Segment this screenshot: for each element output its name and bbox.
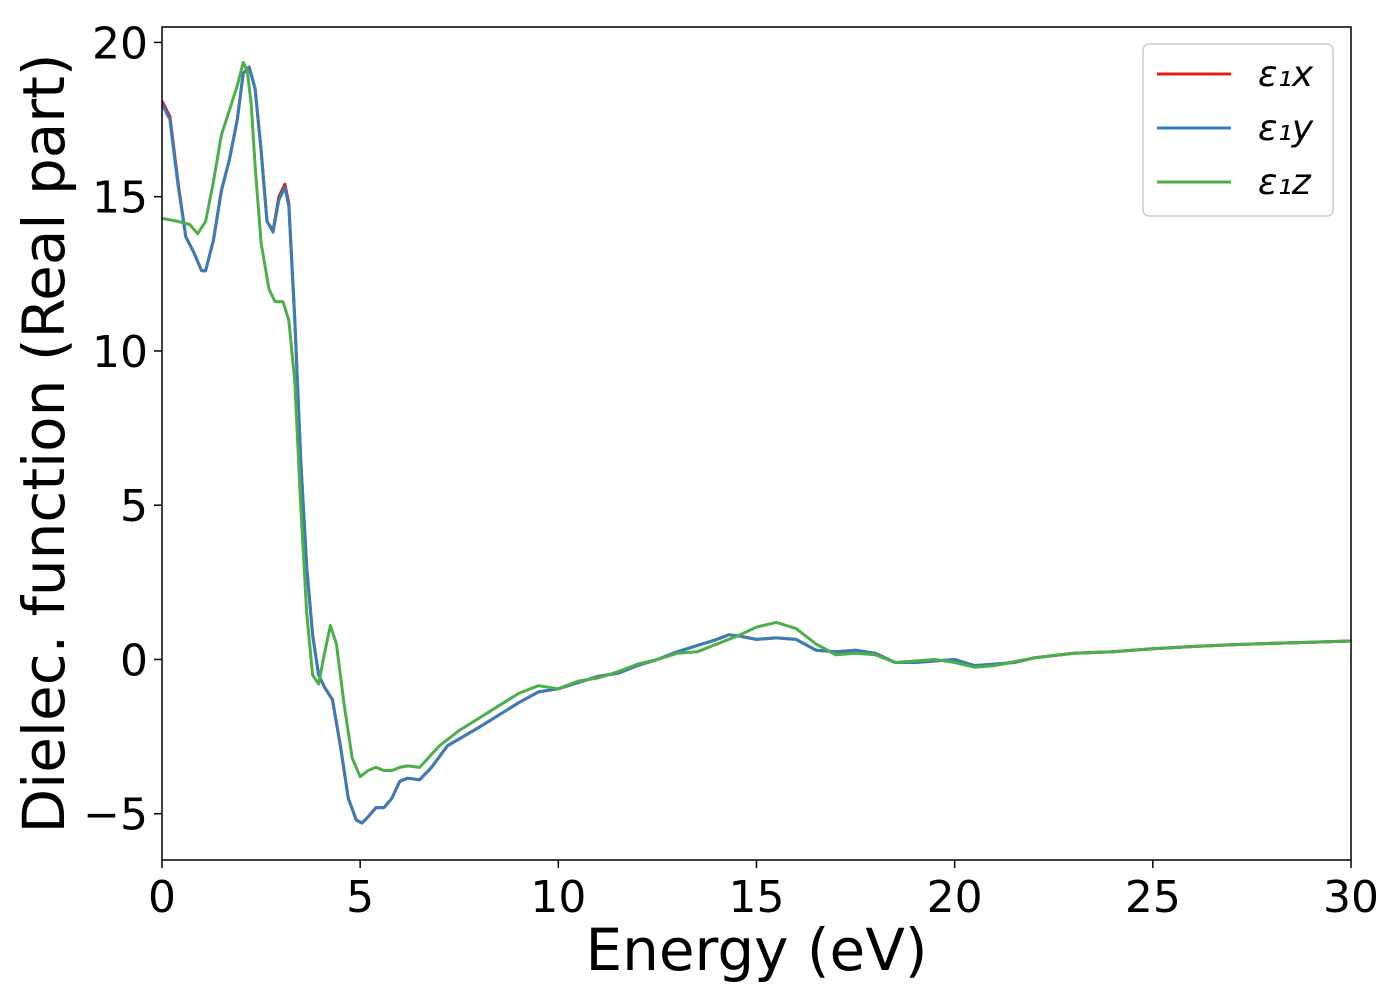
legend-label: ε₁y bbox=[1258, 108, 1314, 149]
x-tick-label: 25 bbox=[1125, 872, 1181, 923]
plot-lines bbox=[162, 61, 1351, 825]
y-tick-label: 15 bbox=[92, 173, 148, 224]
x-tick-label: 0 bbox=[148, 872, 176, 923]
x-tick-label: 20 bbox=[927, 872, 983, 923]
legend-label: ε₁z bbox=[1258, 162, 1312, 203]
y-axis-title: Dielec. function (Real part) bbox=[10, 53, 78, 833]
y-axis-ticks: −5 0 5 10 15 20 bbox=[83, 18, 162, 841]
x-tick-label: 15 bbox=[729, 872, 785, 923]
x-tick-label: 5 bbox=[346, 872, 374, 923]
series-line-3 bbox=[162, 61, 1351, 779]
legend: ε₁x ε₁y ε₁z bbox=[1142, 43, 1334, 217]
x-tick-label: 10 bbox=[530, 872, 586, 923]
y-tick-label: 0 bbox=[120, 635, 148, 686]
y-tick-label: −5 bbox=[83, 790, 148, 841]
x-axis-ticks: 0 5 10 15 20 25 30 bbox=[148, 860, 1379, 923]
y-tick-label: 20 bbox=[92, 18, 148, 69]
x-tick-label: 30 bbox=[1323, 872, 1379, 923]
legend-label: ε₁x bbox=[1258, 54, 1314, 95]
y-tick-label: 10 bbox=[92, 327, 148, 378]
y-tick-label: 5 bbox=[120, 481, 148, 532]
x-axis-title: Energy (eV) bbox=[585, 916, 927, 984]
legend-box bbox=[1142, 43, 1334, 217]
